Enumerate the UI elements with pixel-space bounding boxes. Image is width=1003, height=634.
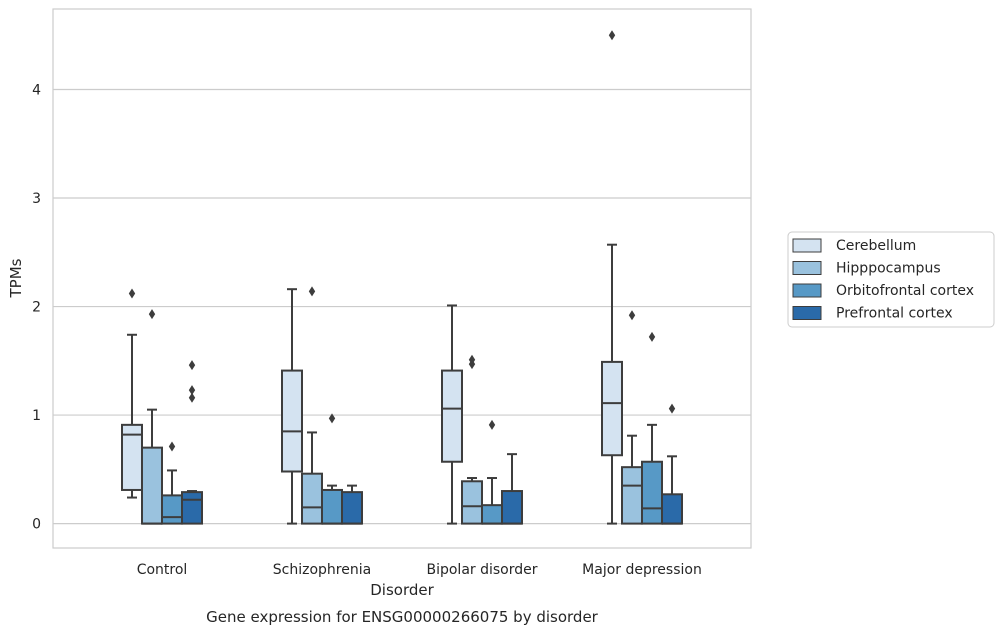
box-prefrontal-cortex-schizophrenia xyxy=(341,484,363,525)
x-axis-ticks: Control Schizophrenia Bipolar disorder Majo… xyxy=(137,562,702,578)
box-iqr xyxy=(161,494,183,525)
y-tick-label: 0 xyxy=(32,517,41,533)
box-orbitofrontal-cortex-schizophrenia xyxy=(321,413,343,525)
box-iqr xyxy=(601,360,623,457)
outlier-point xyxy=(168,441,176,452)
legend-label: Prefrontal cortex xyxy=(836,306,953,322)
outlier-point xyxy=(468,354,476,365)
box-iqr xyxy=(501,490,523,525)
legend-swatch xyxy=(792,283,822,298)
box-iqr xyxy=(301,472,323,525)
y-axis-label: TPMs xyxy=(7,258,25,298)
box-prefrontal-cortex-bipolar-disorder xyxy=(501,453,523,525)
box-iqr xyxy=(461,480,483,525)
x-tick-label-major-depression: Major depression xyxy=(582,562,702,578)
legend-swatch xyxy=(792,261,822,275)
legend-label: Orbitofrontal cortex xyxy=(836,283,974,299)
legend-label: Cerebellum xyxy=(836,238,916,254)
legend-swatch xyxy=(792,306,822,320)
y-tick-label: 4 xyxy=(32,83,41,99)
x-tick-label-control: Control xyxy=(137,562,188,578)
x-tick-label-schizophrenia: Schizophrenia xyxy=(273,562,371,578)
legend-label: Hipppocampus xyxy=(836,261,941,277)
y-tick-label: 1 xyxy=(32,408,41,424)
outlier-point xyxy=(188,360,196,371)
outlier-point xyxy=(128,288,136,299)
plot-frame xyxy=(52,8,752,549)
series-prefrontal-cortex xyxy=(181,360,683,525)
box-iqr xyxy=(481,504,503,525)
x-tick-label-bipolar-disorder: Bipolar disorder xyxy=(426,562,537,578)
box-iqr xyxy=(641,460,663,525)
box-hipppocampus-schizophrenia xyxy=(301,286,323,525)
chart-caption: Gene expression for ENSG00000266075 by d… xyxy=(206,608,599,626)
outlier-point xyxy=(648,331,656,342)
box-iqr xyxy=(661,493,683,525)
legend-item-prefrontal-cortex: Prefrontal cortex xyxy=(792,306,953,322)
legend-item-cerebellum: Cerebellum xyxy=(792,238,916,254)
outlier-point xyxy=(488,419,496,430)
box-orbitofrontal-cortex-control xyxy=(161,441,183,525)
y-tick-label: 2 xyxy=(32,300,41,316)
outlier-point xyxy=(328,413,336,424)
box-iqr xyxy=(321,488,343,525)
series-orbitofrontal-cortex xyxy=(161,331,663,525)
legend-item-hipppocampus: Hipppocampus xyxy=(792,261,941,277)
box-hipppocampus-control xyxy=(141,309,163,525)
box-orbitofrontal-cortex-bipolar-disorder xyxy=(481,419,503,525)
box-prefrontal-cortex-major-depression xyxy=(661,403,683,525)
box-iqr xyxy=(341,491,363,525)
legend-swatch xyxy=(792,238,822,253)
outlier-point xyxy=(188,385,196,396)
box-orbitofrontal-cortex-major-depression xyxy=(641,331,663,525)
box-cerebellum-major-depression xyxy=(601,30,623,525)
legend-item-orbitofrontal-cortex: Orbitofrontal cortex xyxy=(792,283,974,299)
box-prefrontal-cortex-control xyxy=(181,360,203,525)
box-iqr xyxy=(181,491,203,525)
y-axis-ticks: 0 1 2 3 4 xyxy=(32,83,41,533)
box-hipppocampus-major-depression xyxy=(621,310,643,525)
box-iqr xyxy=(141,446,163,525)
box-iqr xyxy=(281,369,303,473)
series-cerebellum xyxy=(121,30,623,525)
outlier-point xyxy=(308,286,316,297)
box-plot-series xyxy=(121,30,683,525)
outlier-point xyxy=(188,392,196,403)
box-iqr xyxy=(621,466,643,525)
outlier-point xyxy=(668,403,676,414)
x-axis-label: Disorder xyxy=(370,581,434,599)
outlier-point xyxy=(148,309,156,320)
box-hipppocampus-bipolar-disorder xyxy=(461,354,483,525)
box-cerebellum-bipolar-disorder xyxy=(441,304,463,525)
outlier-point xyxy=(628,310,636,321)
outlier-point xyxy=(608,30,616,41)
box-iqr xyxy=(441,369,463,463)
series-hipppocampus xyxy=(141,286,643,525)
legend-frame xyxy=(787,231,995,328)
box-cerebellum-schizophrenia xyxy=(281,288,303,525)
y-tick-label: 3 xyxy=(32,191,41,207)
box-cerebellum-control xyxy=(121,288,143,499)
legend: Cerebellum Hipppocampus Orbitofrontal cort… xyxy=(787,231,995,328)
